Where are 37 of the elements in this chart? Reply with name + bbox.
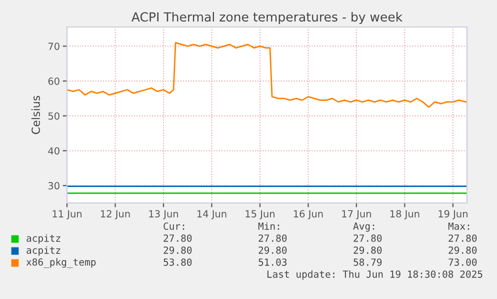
x-tick-label: 19 Jun	[438, 210, 468, 220]
text: 29.80	[164, 246, 192, 254]
y-tick-label: 30	[48, 182, 60, 190]
text: 53.80	[164, 258, 192, 266]
legend-label: x86_pkg_temp	[26, 258, 96, 268]
x-tick-label: 16 Jun	[294, 210, 323, 220]
x-tick-label: 15 Jun	[246, 210, 274, 220]
chart-title: ACPI Thermal zone temperatures - by week	[132, 12, 403, 24]
x-tick-label: 13 Jun	[149, 210, 178, 220]
x-tick-label: 17 Jun	[342, 210, 371, 220]
text: Min:	[258, 222, 280, 230]
text: 29.80	[448, 246, 477, 254]
y-tick-label: 40	[48, 147, 60, 155]
text: Max:	[448, 222, 470, 230]
text: Cur:	[164, 222, 184, 230]
text: 29.80	[354, 246, 382, 254]
y-tick-label: 60	[48, 78, 60, 85]
text: 27.80	[354, 234, 382, 242]
text: 73.00	[448, 258, 477, 266]
x-tick-label: 11 Jun	[52, 210, 82, 220]
text: Avg:	[353, 222, 374, 232]
text: Last update: Thu Jun 19 18:30:08 2025	[267, 270, 482, 280]
legend-label: acpitz	[26, 246, 60, 256]
line-series	[67, 42, 467, 108]
text: 27.80	[448, 234, 477, 242]
text: 27.80	[164, 234, 192, 242]
y-axis-title: Celsius	[31, 96, 40, 134]
text: 51.03	[258, 258, 287, 266]
legend-label: acpitz	[26, 234, 60, 244]
y-tick-label: 50	[48, 112, 60, 120]
text: 29.80	[258, 246, 287, 254]
y-tick-label: 70	[48, 42, 60, 50]
text: 27.80	[258, 234, 287, 242]
x-tick-label: 14 Jun	[197, 210, 226, 220]
text: 58.79	[354, 258, 382, 266]
x-tick-label: 18 Jun	[390, 210, 420, 220]
x-tick-label: 12 Jun	[100, 210, 130, 220]
